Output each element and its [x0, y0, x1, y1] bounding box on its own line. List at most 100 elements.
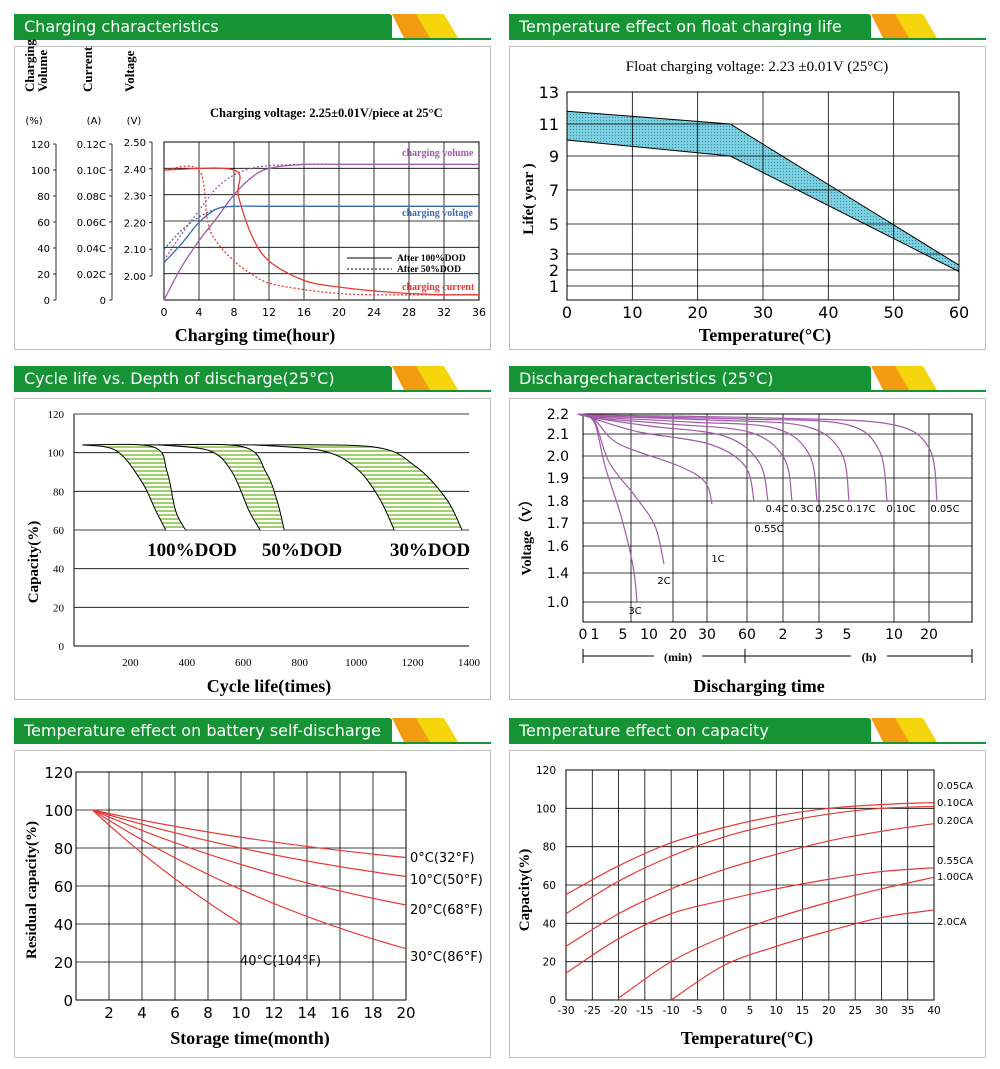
- chart-title: Charging voltage: 2.25±0.01V/piece at 25…: [210, 106, 443, 120]
- y-tick-label: 2.10: [124, 245, 146, 256]
- band-outer-line: [82, 443, 186, 531]
- series-label: 0.55C: [754, 524, 783, 535]
- x-tick-label: 10: [640, 627, 658, 643]
- x-tick-label: 24: [367, 306, 381, 319]
- y-tick-label: 60: [54, 878, 73, 896]
- y-tick-label: 1.4: [547, 566, 569, 582]
- x-tick-label: 20: [669, 627, 687, 643]
- panel-discharge-characteristics: Dischargecharacteristics (25°C) 2.2 2.1 2.…: [509, 366, 986, 700]
- x-tick-label: 0: [562, 303, 572, 322]
- series-label: 2C: [657, 576, 670, 587]
- x-tick-label: 14: [297, 1004, 316, 1022]
- y-axis-label: Capacity(%): [517, 849, 533, 932]
- y-tick-label: 1.7: [547, 516, 569, 532]
- discharge-curve-2C: [582, 413, 665, 565]
- y-tick-label: 60: [37, 218, 50, 229]
- y-tick-label: 120: [31, 140, 50, 151]
- panel-title: Dischargecharacteristics (25°C): [519, 369, 774, 388]
- band-inner-line: [254, 444, 395, 531]
- y-tick-label: 0: [100, 296, 106, 307]
- y-tick-label: 40: [53, 564, 65, 576]
- y-tick-label: 120: [44, 764, 73, 782]
- panel-title: Temperature effect on battery self-disch…: [24, 721, 381, 740]
- x-axis-label: Temperature(°C): [699, 325, 831, 346]
- band-100%DOD: [82, 444, 186, 530]
- series-label-voltage: charging voltage: [402, 208, 473, 219]
- x-tick-label: 15: [796, 1005, 809, 1017]
- x-tick-label: 16: [330, 1004, 349, 1022]
- x-axis-label: Discharging time: [693, 676, 824, 696]
- series-line-charging-voltage: [163, 205, 479, 250]
- x-tick-label: 30: [753, 303, 773, 322]
- y-tick-label: 120: [48, 409, 65, 421]
- x-tick-label: 40: [927, 1005, 940, 1017]
- x-tick-label: 0: [720, 1005, 727, 1017]
- x-tick-label: 60: [738, 627, 756, 643]
- y-tick-label: 1.9: [547, 471, 569, 487]
- x-tick-label: 1000: [345, 657, 368, 669]
- y-tick-label: 0.02C: [77, 270, 106, 281]
- x-tick-label: 1: [591, 627, 600, 643]
- x-tick-label: -10: [663, 1005, 680, 1017]
- x-tick-label: 8: [203, 1004, 213, 1022]
- series-label: 3C: [628, 606, 641, 617]
- y-tick-label: 2: [549, 261, 559, 280]
- y-tick-label: 2.40: [124, 165, 146, 176]
- y-tick-label: 100: [44, 802, 73, 820]
- x-tick-label: 4: [196, 306, 203, 319]
- dod-annotation: 100%DOD: [147, 540, 237, 561]
- y-tick-label: 0.08C: [77, 192, 106, 203]
- panel-float-charging-life: Temperature effect on float charging lif…: [509, 14, 986, 350]
- series-label: 0.3C: [791, 504, 814, 515]
- x-tick-label: 8: [231, 306, 238, 319]
- self-discharge-line: [92, 809, 407, 906]
- series-line-charging-current: [163, 165, 479, 296]
- panel-header: Temperature effect on capacity: [509, 718, 986, 744]
- series-line-charging-current: [163, 167, 480, 296]
- y-tick-label: 2.20: [124, 218, 146, 229]
- band-50%DOD: [158, 444, 285, 530]
- discharge-curve-0.55C: [582, 413, 755, 502]
- x-tick-label: 6: [170, 1004, 180, 1022]
- series-label: 40°C(104°F): [240, 954, 321, 969]
- y-tick-label: 100: [48, 448, 65, 460]
- y-axis-unit: (%): [25, 116, 42, 127]
- series-label: 30°C(86°F): [410, 950, 483, 965]
- x-tick-label: 16: [297, 306, 311, 319]
- x-tick-label: 35: [901, 1005, 914, 1017]
- y-tick-label: 60: [543, 880, 556, 892]
- x-axis-label: Charging time(hour): [175, 325, 336, 346]
- x-tick-label: 0: [161, 306, 168, 319]
- x-tick-label: 2: [104, 1004, 114, 1022]
- series-label-current: charging current: [402, 282, 475, 293]
- x-tick-label: 25: [848, 1005, 861, 1017]
- x-tick-label: 20: [822, 1005, 835, 1017]
- band-outer-line: [158, 443, 285, 531]
- y-axis-label: Voltage（V）: [519, 493, 535, 576]
- self-discharge-line: [92, 809, 407, 878]
- y-tick-label: 3: [549, 245, 559, 264]
- y-tick-label: 7: [549, 181, 559, 200]
- x-tick-label: 4: [137, 1004, 147, 1022]
- panel-header: Charging characteristics: [14, 14, 491, 40]
- y-tick-label: 80: [54, 840, 73, 858]
- panel-title: Cycle life vs. Depth of discharge(25°C): [24, 369, 335, 388]
- panel-title: Charging characteristics: [24, 17, 219, 36]
- y-tick-label: 1.6: [547, 539, 569, 555]
- band-inner-line: [158, 444, 261, 531]
- x-tick-label: 20: [920, 627, 938, 643]
- float-life-chart: 0 10 20 30 40 50 60 13 11 9 7 5 321 Float charging vo…: [521, 59, 969, 346]
- legend-label: After 50%DOD: [397, 265, 461, 275]
- x-tick-label: -5: [692, 1005, 702, 1017]
- y-tick-label: 9: [549, 147, 559, 166]
- y-tick-label: 13: [539, 83, 559, 102]
- y-tick-label: 20: [37, 270, 50, 281]
- dod-annotation: 50%DOD: [262, 540, 342, 561]
- self-discharge-chart: 2 4 6 8 10 12 14 16 18 20 120 100 80 60 40 20 0 0°C(32°F)…: [24, 764, 483, 1049]
- x-tick-label: 20: [687, 303, 707, 322]
- y-tick-label: 1.8: [547, 494, 569, 510]
- x-tick-label: 20: [332, 306, 346, 319]
- y-tick-label: 2.0: [547, 449, 569, 465]
- y-tick-label: 0: [549, 995, 556, 1007]
